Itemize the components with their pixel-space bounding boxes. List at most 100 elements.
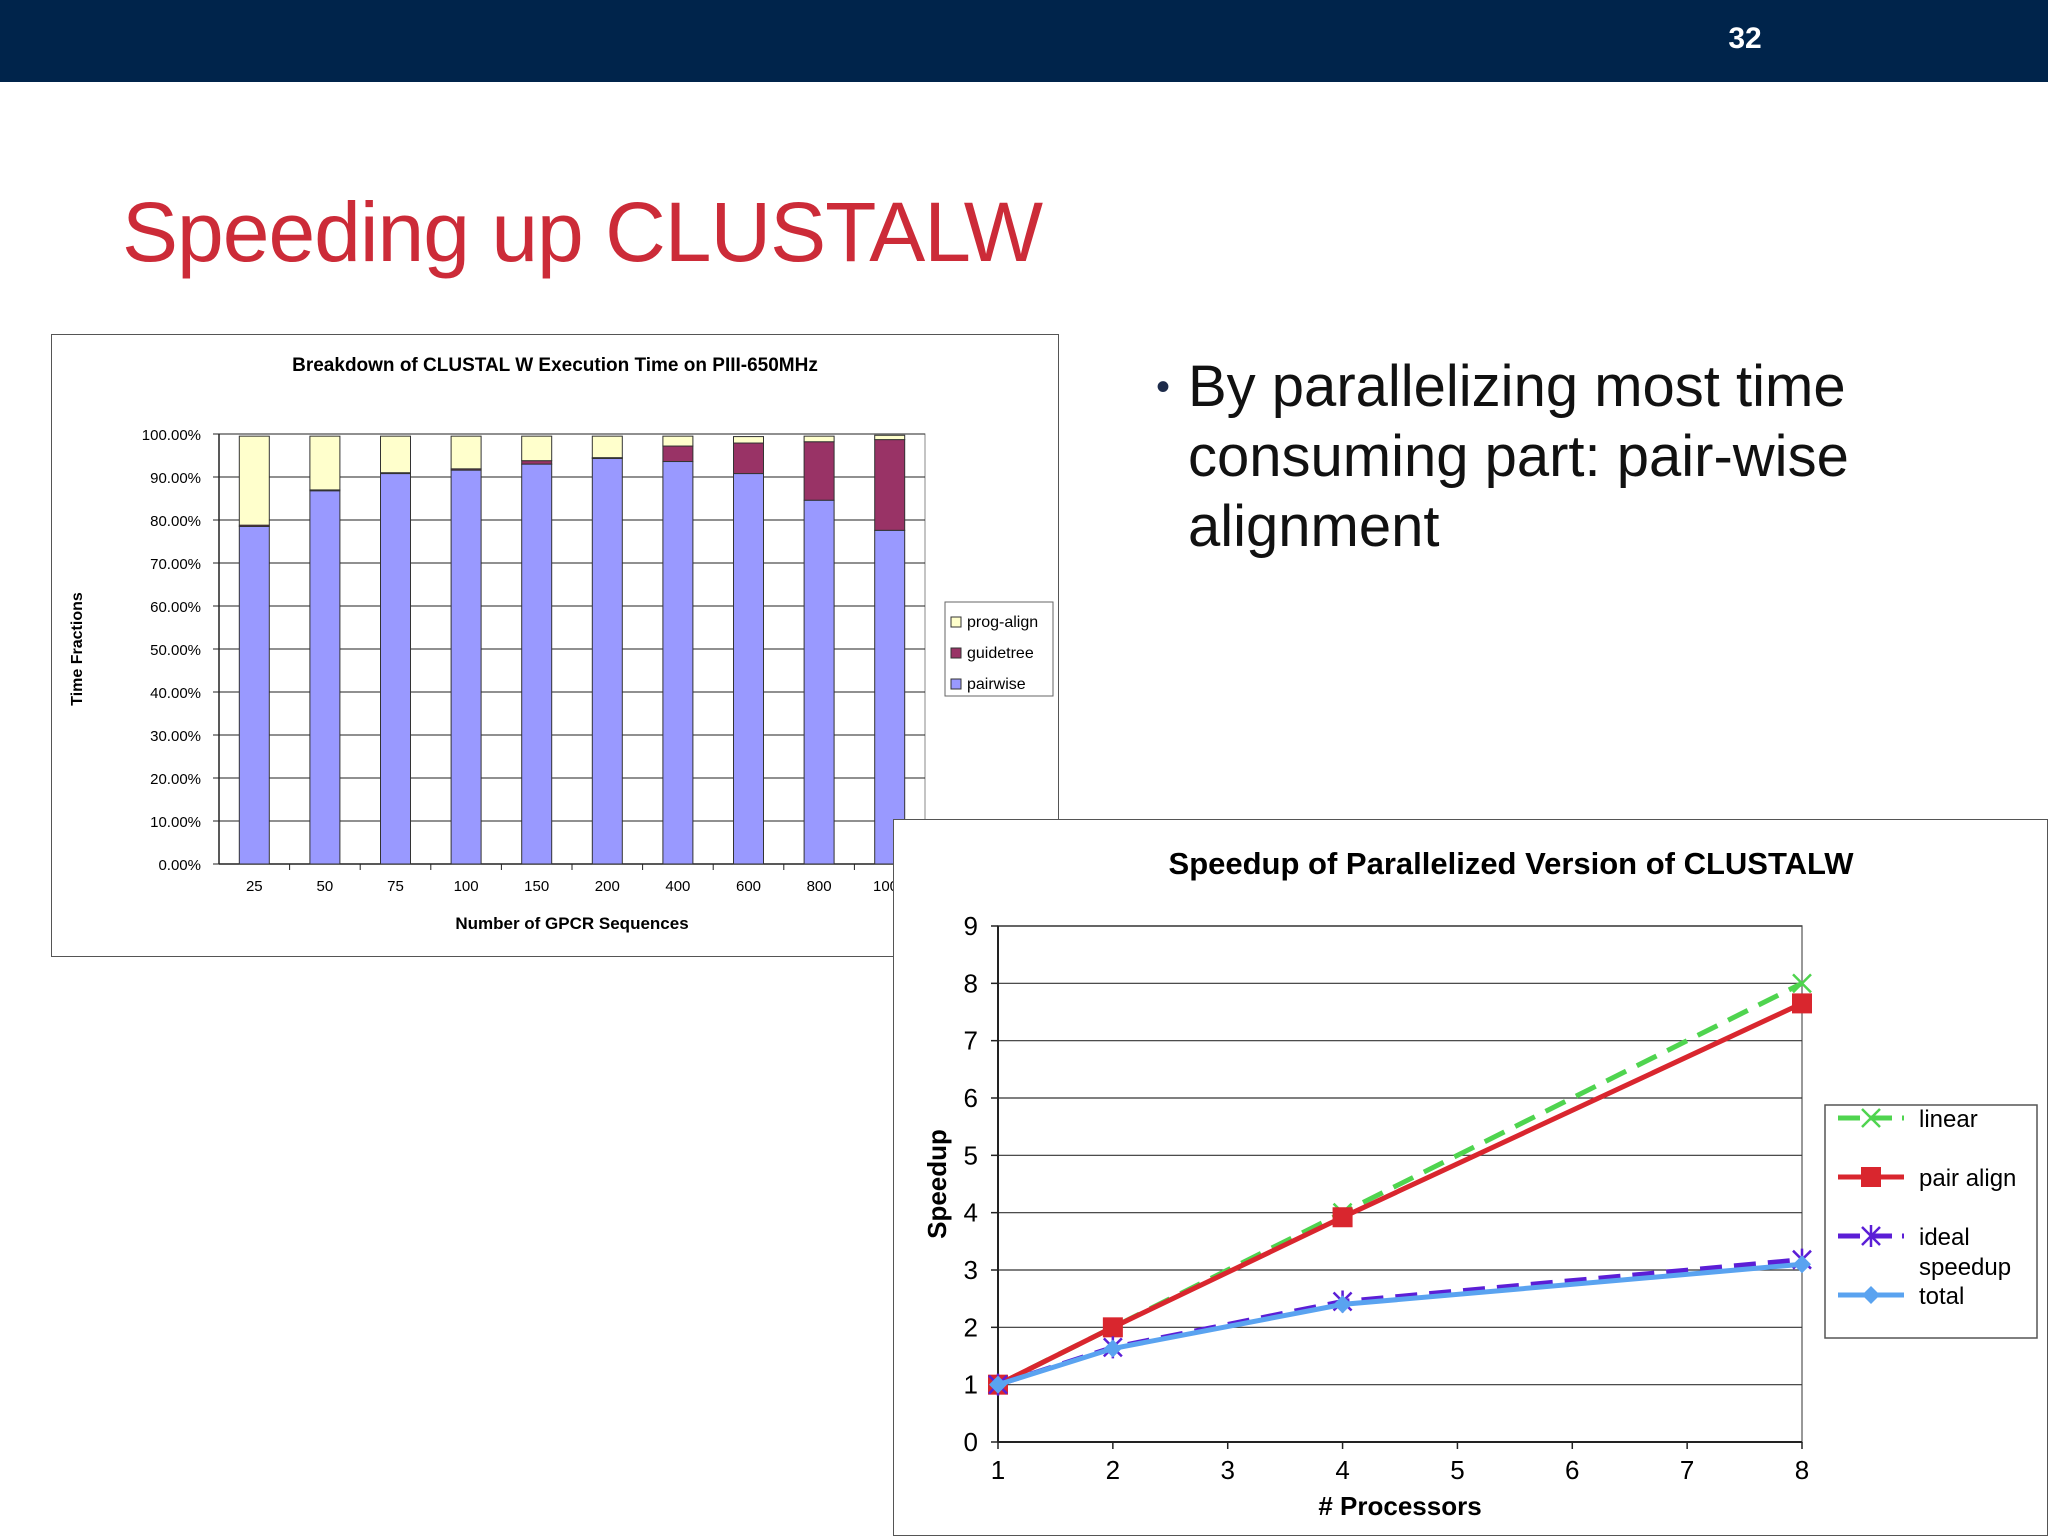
bar-segment-prog-align (309, 435, 341, 491)
bar-segment-pairwise (238, 525, 270, 865)
data-point-total (1103, 1339, 1122, 1358)
y-tick-label: 2 (964, 1312, 978, 1342)
legend-swatch-guidetree (950, 647, 962, 659)
y-tick-label: 80.00% (150, 513, 201, 530)
bar-segment-prog-align (591, 435, 623, 459)
legend-marker-pair-align (1861, 1167, 1881, 1187)
x-tick-label: 100 (454, 878, 479, 895)
y-tick-label: 50.00% (150, 642, 201, 659)
page-number: 32 (1728, 22, 1762, 55)
slide-title: Speeding up CLUSTALW (122, 185, 1043, 279)
bar-segment-pairwise (521, 463, 553, 865)
bar-segment-prog-align (521, 435, 553, 462)
legend-box (944, 601, 1054, 697)
legend-label-ideal-speedup-line1: ideal (1919, 1224, 1970, 1251)
y-axis-label: Speedup (922, 1129, 952, 1239)
y-axis-label: Time Fractions (69, 592, 86, 706)
bar-segment-guidetree (803, 441, 835, 501)
x-tick-label: 1 (991, 1455, 1005, 1485)
bar-segment-guidetree (662, 445, 694, 463)
bar-segment-guidetree (874, 439, 906, 531)
x-tick-label: 25 (246, 878, 263, 895)
legend-swatch-pairwise (950, 678, 962, 690)
bar-segment-pairwise (874, 529, 906, 865)
legend-marker-total (1862, 1286, 1880, 1304)
series-line-ideal-speedup (997, 1257, 1803, 1388)
bar-segment-prog-align (733, 436, 764, 444)
legend-marker-ideal-speedup (1861, 1225, 1881, 1247)
legend-label-prog-align: prog-align (967, 614, 1038, 631)
y-tick-label: 4 (964, 1198, 978, 1228)
legend-label-linear: linear (1919, 1106, 1978, 1133)
breakdown-bar-chart: Breakdown of CLUSTAL W Execution Time on… (51, 334, 1059, 957)
bullet-text: By parallelizing most time consuming par… (1188, 354, 1849, 559)
legend: prog-align guidetree pairwise (944, 601, 1054, 697)
x-tick-label: 75 (387, 878, 404, 895)
bar-segment-pairwise (803, 499, 835, 865)
speedup-line-chart: Speedup of Parallelized Version of CLUST… (893, 819, 2048, 1536)
x-axis-label: # Processors (1318, 1491, 1481, 1521)
y-tick-label: 0.00% (158, 857, 201, 874)
data-point-pair-align (1102, 1317, 1123, 1338)
y-tick-label: 5 (964, 1140, 978, 1170)
bullet-dot-icon: • (1156, 365, 1171, 409)
data-point-total (1793, 1255, 1811, 1274)
x-tick-label: 4 (1335, 1455, 1349, 1485)
legend-label-pair-align: pair align (1919, 1165, 2016, 1192)
x-tick-label: 6 (1565, 1455, 1579, 1485)
legend-label-pairwise: pairwise (967, 676, 1026, 693)
y-tick-label: 60.00% (150, 599, 201, 616)
y-tick-label: 30.00% (150, 728, 201, 745)
bar-segment-prog-align (450, 435, 482, 470)
data-point-linear (1792, 973, 1812, 994)
bar-segment-prog-align (874, 434, 906, 441)
data-point-pair-align (1332, 1207, 1353, 1228)
bar-segment-pairwise (380, 473, 411, 865)
y-tick-label: 1 (964, 1370, 978, 1400)
y-tick-label: 100.00% (142, 427, 201, 444)
bar-segment-guidetree (733, 442, 764, 475)
x-tick-label: 5 (1450, 1455, 1464, 1485)
x-axis-label: Number of GPCR Sequences (455, 914, 688, 933)
bar-segment-pairwise (591, 458, 623, 865)
data-point-pair-align (1792, 993, 1812, 1014)
x-tick-label: 8 (1795, 1455, 1809, 1485)
legend-label-total: total (1919, 1283, 1964, 1310)
y-tick-label: 8 (964, 968, 978, 998)
legend-label-ideal-speedup-line2: speedup (1919, 1254, 2011, 1281)
legend-label-guidetree: guidetree (967, 645, 1034, 662)
y-tick-label: 9 (964, 911, 978, 941)
x-tick-label: 150 (524, 878, 549, 895)
y-tick-label: 70.00% (150, 556, 201, 573)
y-tick-label: 10.00% (150, 814, 201, 831)
y-tick-label: 6 (964, 1083, 978, 1113)
bar-segment-prog-align (662, 435, 694, 447)
data-point-total (1333, 1295, 1352, 1314)
chart-title: Speedup of Parallelized Version of CLUST… (1169, 846, 1855, 881)
bar-segment-guidetree (521, 460, 553, 465)
series-total (989, 1255, 1811, 1394)
bullet-point: • By parallelizing most time consuming p… (1150, 352, 2010, 562)
y-tick-label: 0 (964, 1427, 978, 1457)
x-tick-label: 600 (736, 878, 761, 895)
legend-swatch-prog-align (950, 616, 962, 628)
header-bar: 32 (0, 0, 2048, 82)
series-line-total (997, 1261, 1803, 1388)
x-tick-label: 50 (317, 878, 334, 895)
y-tick-label: 7 (964, 1026, 978, 1056)
bar-segment-pairwise (733, 473, 764, 865)
x-tick-label: 200 (595, 878, 620, 895)
legend-marker-linear (1861, 1108, 1881, 1128)
x-tick-label: 7 (1680, 1455, 1694, 1485)
y-tick-label: 3 (964, 1255, 978, 1285)
data-point-total (989, 1375, 1007, 1394)
bar-segment-prog-align (380, 435, 411, 474)
bar-segment-pairwise (662, 461, 694, 865)
chart-title: Breakdown of CLUSTAL W Execution Time on… (292, 355, 818, 376)
y-tick-label: 40.00% (150, 685, 201, 702)
y-tick-label: 20.00% (150, 771, 201, 788)
series-line-pair-align (996, 1001, 1804, 1387)
x-tick-label: 3 (1220, 1455, 1234, 1485)
bar-segment-prog-align (803, 435, 835, 443)
